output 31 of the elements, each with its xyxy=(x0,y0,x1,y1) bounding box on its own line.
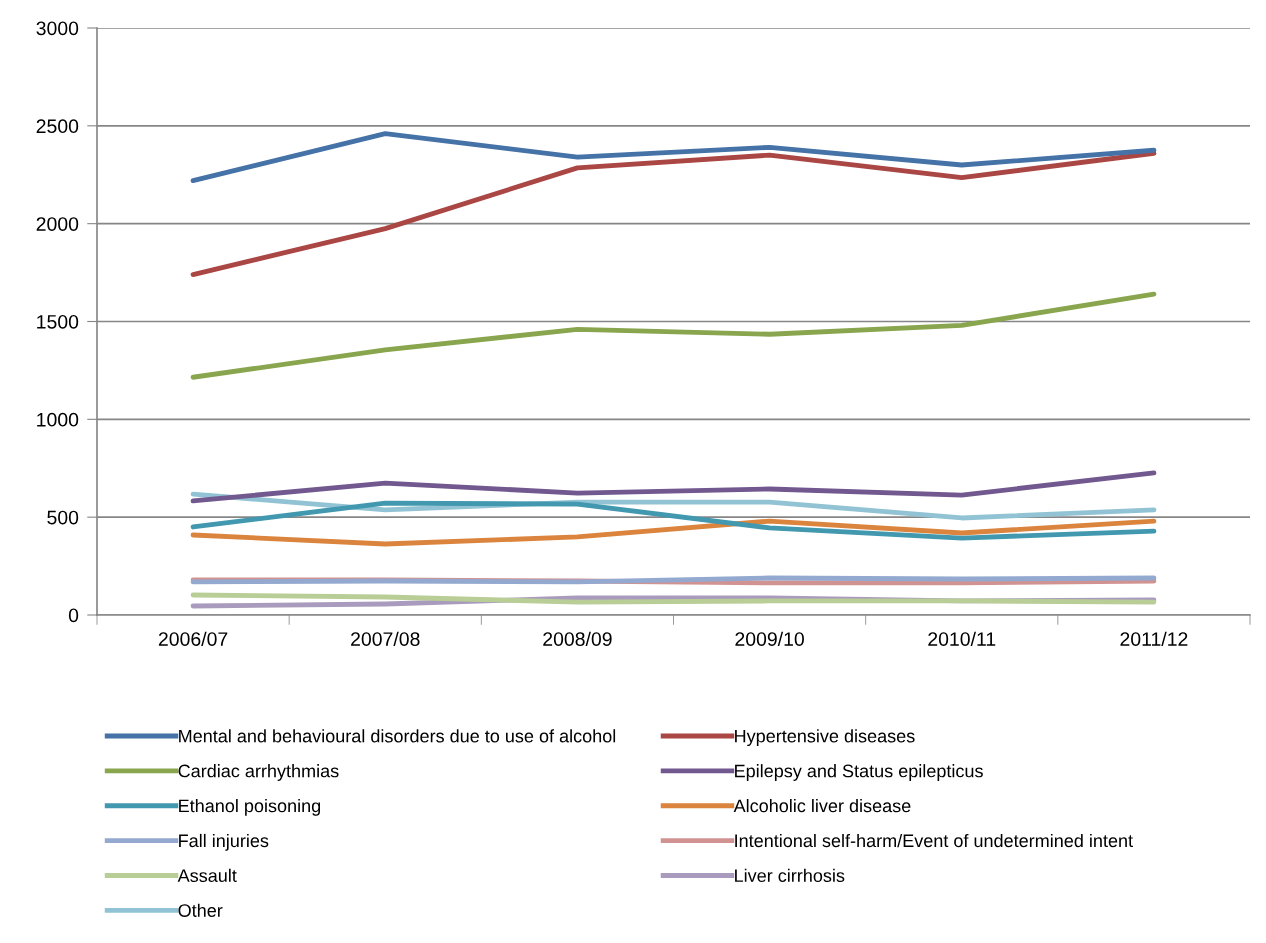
legend-label: Cardiac arrhythmias xyxy=(178,764,339,781)
y-tick-label: 500 xyxy=(47,510,79,525)
line-series xyxy=(190,291,1157,380)
legend-label: Liver cirrhosis xyxy=(735,868,845,883)
legend-label: Epilepsy and Status epilepticus xyxy=(735,764,983,781)
y-tick-label: 3000 xyxy=(36,21,79,36)
line-series xyxy=(190,470,1157,504)
x-tick-label: 2008/09 xyxy=(543,631,612,646)
y-tick-label: 1500 xyxy=(37,314,79,329)
line-series xyxy=(190,150,1157,277)
y-tick-label: 1000 xyxy=(37,412,79,427)
y-tick-label: 2000 xyxy=(36,217,79,231)
legend-label: Fall injuries xyxy=(179,833,269,851)
x-tick-label: 2011/12 xyxy=(1120,631,1188,646)
legend-label: Ethanol poisoning xyxy=(179,799,321,816)
x-tick-label: 2010/11 xyxy=(928,631,996,646)
line-series xyxy=(190,592,1157,605)
legend-label: Assault xyxy=(177,868,237,883)
legend-label: Mental and behavioural disorders due to use of alcohol xyxy=(179,729,616,743)
legend-label: Other xyxy=(178,903,223,917)
x-tick-label: 2009/10 xyxy=(735,631,804,646)
line-series xyxy=(190,500,1157,541)
legend-label: Alcoholic liver disease xyxy=(733,799,911,813)
x-tick-label: 2007/08 xyxy=(351,631,420,646)
line-series xyxy=(190,131,1157,184)
x-tick-label: 2006/07 xyxy=(158,631,228,646)
legend-label: Intentional self-harm/Event of undetermined intent xyxy=(735,833,1133,848)
legend-label: Hypertensive diseases xyxy=(735,729,915,747)
y-tick-label: 2500 xyxy=(36,119,79,134)
y-tick-label: 0 xyxy=(68,608,79,623)
line-series xyxy=(190,518,1157,547)
